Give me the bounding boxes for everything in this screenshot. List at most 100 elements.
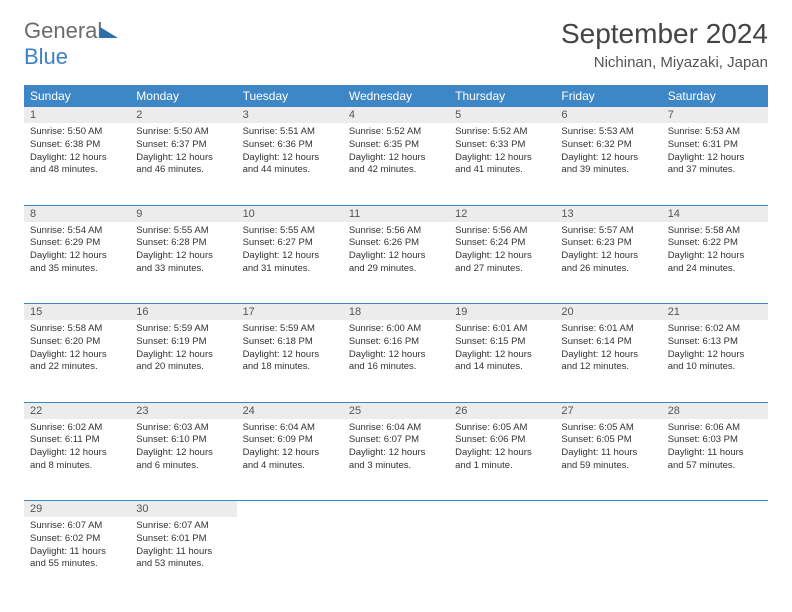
daylight-text-2: and 26 minutes. (561, 263, 655, 276)
daylight-text-2: and 57 minutes. (668, 460, 762, 473)
daylight-text-1: Daylight: 12 hours (30, 447, 124, 460)
day-number-cell: . (662, 501, 768, 518)
day-details: Sunrise: 6:04 AMSunset: 6:09 PMDaylight:… (237, 419, 343, 477)
day-cell: Sunrise: 5:50 AMSunset: 6:38 PMDaylight:… (24, 123, 130, 205)
daylight-text-1: Daylight: 12 hours (243, 447, 337, 460)
sunset-text: Sunset: 6:26 PM (349, 237, 443, 250)
daylight-text-1: Daylight: 12 hours (349, 152, 443, 165)
day-number-cell: 21 (662, 304, 768, 321)
sunset-text: Sunset: 6:27 PM (243, 237, 337, 250)
day-details: Sunrise: 6:06 AMSunset: 6:03 PMDaylight:… (662, 419, 768, 477)
sunrise-text: Sunrise: 5:58 AM (668, 225, 762, 238)
sunset-text: Sunset: 6:28 PM (136, 237, 230, 250)
daylight-text-1: Daylight: 12 hours (561, 152, 655, 165)
day-cell (237, 517, 343, 599)
day-cell: Sunrise: 5:59 AMSunset: 6:19 PMDaylight:… (130, 320, 236, 402)
day-cell: Sunrise: 5:54 AMSunset: 6:29 PMDaylight:… (24, 222, 130, 304)
day-details: Sunrise: 5:56 AMSunset: 6:24 PMDaylight:… (449, 222, 555, 280)
sunset-text: Sunset: 6:22 PM (668, 237, 762, 250)
sunrise-text: Sunrise: 6:01 AM (455, 323, 549, 336)
day-details: Sunrise: 5:58 AMSunset: 6:22 PMDaylight:… (662, 222, 768, 280)
day-cell: Sunrise: 6:07 AMSunset: 6:01 PMDaylight:… (130, 517, 236, 599)
sunrise-text: Sunrise: 5:59 AM (243, 323, 337, 336)
day-details: Sunrise: 6:05 AMSunset: 6:05 PMDaylight:… (555, 419, 661, 477)
sunrise-text: Sunrise: 6:05 AM (561, 422, 655, 435)
day-number-row: 2930..... (24, 501, 768, 518)
daylight-text-1: Daylight: 12 hours (668, 250, 762, 263)
sunrise-text: Sunrise: 5:54 AM (30, 225, 124, 238)
sunset-text: Sunset: 6:33 PM (455, 139, 549, 152)
sunrise-text: Sunrise: 5:50 AM (136, 126, 230, 139)
sunset-text: Sunset: 6:38 PM (30, 139, 124, 152)
daylight-text-1: Daylight: 12 hours (349, 349, 443, 362)
day-details: Sunrise: 5:58 AMSunset: 6:20 PMDaylight:… (24, 320, 130, 378)
daylight-text-1: Daylight: 12 hours (30, 152, 124, 165)
day-cell: Sunrise: 6:02 AMSunset: 6:11 PMDaylight:… (24, 419, 130, 501)
daylight-text-1: Daylight: 12 hours (243, 349, 337, 362)
daylight-text-1: Daylight: 12 hours (455, 447, 549, 460)
day-cell (662, 517, 768, 599)
sunset-text: Sunset: 6:36 PM (243, 139, 337, 152)
day-number-row: 15161718192021 (24, 304, 768, 321)
day-cell (449, 517, 555, 599)
day-number-cell: 16 (130, 304, 236, 321)
sunrise-text: Sunrise: 5:53 AM (561, 126, 655, 139)
day-details: Sunrise: 5:59 AMSunset: 6:18 PMDaylight:… (237, 320, 343, 378)
daylight-text-2: and 39 minutes. (561, 164, 655, 177)
day-number-cell: 9 (130, 205, 236, 222)
daylight-text-1: Daylight: 12 hours (243, 250, 337, 263)
day-cell: Sunrise: 5:59 AMSunset: 6:18 PMDaylight:… (237, 320, 343, 402)
day-cell: Sunrise: 6:05 AMSunset: 6:06 PMDaylight:… (449, 419, 555, 501)
day-cell: Sunrise: 5:52 AMSunset: 6:35 PMDaylight:… (343, 123, 449, 205)
day-cell: Sunrise: 6:01 AMSunset: 6:15 PMDaylight:… (449, 320, 555, 402)
daylight-text-2: and 18 minutes. (243, 361, 337, 374)
weekday-header: Friday (555, 85, 661, 107)
daylight-text-2: and 42 minutes. (349, 164, 443, 177)
day-cell: Sunrise: 5:53 AMSunset: 6:32 PMDaylight:… (555, 123, 661, 205)
calendar-table: Sunday Monday Tuesday Wednesday Thursday… (24, 85, 768, 599)
sunrise-text: Sunrise: 6:04 AM (243, 422, 337, 435)
daylight-text-2: and 27 minutes. (455, 263, 549, 276)
daylight-text-1: Daylight: 12 hours (455, 250, 549, 263)
day-number-cell: 8 (24, 205, 130, 222)
daylight-text-2: and 16 minutes. (349, 361, 443, 374)
day-number-cell: . (555, 501, 661, 518)
day-details: Sunrise: 5:51 AMSunset: 6:36 PMDaylight:… (237, 123, 343, 181)
sunset-text: Sunset: 6:24 PM (455, 237, 549, 250)
sunrise-text: Sunrise: 5:58 AM (30, 323, 124, 336)
sunset-text: Sunset: 6:29 PM (30, 237, 124, 250)
daylight-text-2: and 59 minutes. (561, 460, 655, 473)
sunrise-text: Sunrise: 5:56 AM (455, 225, 549, 238)
logo: General Blue (24, 18, 118, 70)
day-cell (555, 517, 661, 599)
daylight-text-1: Daylight: 12 hours (668, 152, 762, 165)
sunset-text: Sunset: 6:15 PM (455, 336, 549, 349)
logo-triangle-icon (100, 27, 118, 38)
daylight-text-2: and 41 minutes. (455, 164, 549, 177)
logo-word-1: General (24, 18, 102, 43)
day-details: Sunrise: 6:03 AMSunset: 6:10 PMDaylight:… (130, 419, 236, 477)
day-number-cell: 5 (449, 107, 555, 123)
day-content-row: Sunrise: 5:58 AMSunset: 6:20 PMDaylight:… (24, 320, 768, 402)
day-details: Sunrise: 5:57 AMSunset: 6:23 PMDaylight:… (555, 222, 661, 280)
daylight-text-1: Daylight: 11 hours (668, 447, 762, 460)
day-number-cell: 6 (555, 107, 661, 123)
sunrise-text: Sunrise: 5:52 AM (349, 126, 443, 139)
sunset-text: Sunset: 6:23 PM (561, 237, 655, 250)
day-cell: Sunrise: 6:06 AMSunset: 6:03 PMDaylight:… (662, 419, 768, 501)
daylight-text-1: Daylight: 12 hours (561, 349, 655, 362)
sunset-text: Sunset: 6:02 PM (30, 533, 124, 546)
month-title: September 2024 (561, 18, 768, 50)
daylight-text-2: and 46 minutes. (136, 164, 230, 177)
day-details: Sunrise: 6:00 AMSunset: 6:16 PMDaylight:… (343, 320, 449, 378)
sunrise-text: Sunrise: 6:05 AM (455, 422, 549, 435)
day-number-cell: 26 (449, 402, 555, 419)
day-content-row: Sunrise: 6:07 AMSunset: 6:02 PMDaylight:… (24, 517, 768, 599)
daylight-text-2: and 55 minutes. (30, 558, 124, 571)
daylight-text-2: and 3 minutes. (349, 460, 443, 473)
day-details: Sunrise: 5:53 AMSunset: 6:32 PMDaylight:… (555, 123, 661, 181)
header-bar: General Blue September 2024 Nichinan, Mi… (24, 18, 768, 71)
daylight-text-1: Daylight: 11 hours (136, 546, 230, 559)
sunset-text: Sunset: 6:07 PM (349, 434, 443, 447)
daylight-text-2: and 1 minute. (455, 460, 549, 473)
